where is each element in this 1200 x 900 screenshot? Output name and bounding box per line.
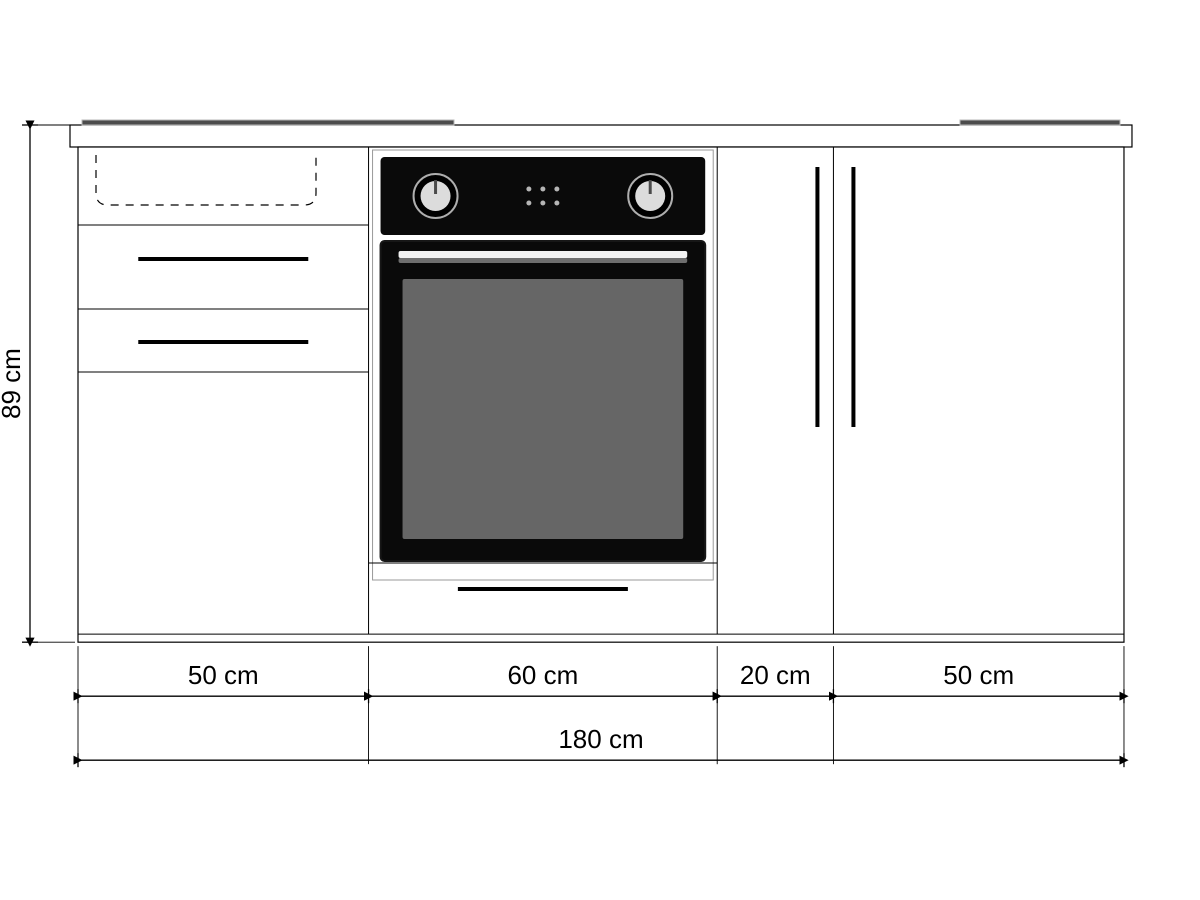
dim-label-width: 60 cm [507, 660, 578, 690]
dim-label-total: 180 cm [558, 724, 643, 754]
narrow-cabinet-handle[interactable] [815, 167, 819, 427]
oven-indicator-dot [526, 187, 531, 192]
oven-indicator-dot [540, 187, 545, 192]
cooktop-right [960, 120, 1120, 125]
oven-indicator-dot [526, 201, 531, 206]
dim-label-height: 89 cm [0, 348, 26, 419]
oven-indicator-dot [554, 187, 559, 192]
dim-label-width: 50 cm [188, 660, 259, 690]
oven-window [403, 279, 684, 539]
countertop [70, 125, 1132, 147]
dim-label-width: 50 cm [943, 660, 1014, 690]
drawer-handle[interactable] [138, 257, 308, 261]
oven-door-handle[interactable] [399, 251, 688, 258]
dim-label-width: 20 cm [740, 660, 811, 690]
oven-indicator-dot [540, 201, 545, 206]
drawer-handle[interactable] [138, 340, 308, 344]
right-cabinet-handle[interactable] [851, 167, 855, 427]
cooktop-left [82, 120, 454, 125]
oven-indicator-dot [554, 201, 559, 206]
oven-drawer-handle[interactable] [458, 587, 628, 591]
